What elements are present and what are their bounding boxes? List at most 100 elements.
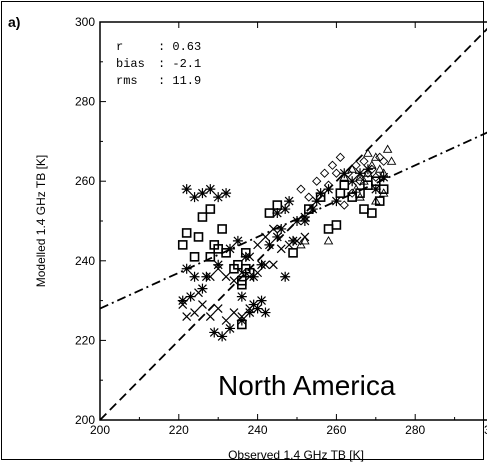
point-square xyxy=(272,200,283,210)
x-tick-label: 260 xyxy=(326,423,346,437)
point-asterisk xyxy=(201,271,212,282)
point-x xyxy=(190,308,199,317)
point-asterisk xyxy=(197,188,208,199)
point-asterisk xyxy=(244,307,255,318)
point-asterisk xyxy=(256,259,267,270)
point-asterisk xyxy=(225,243,236,254)
point-x xyxy=(245,252,255,262)
point-asterisk xyxy=(280,204,291,215)
point-x xyxy=(284,240,294,250)
point-diamond xyxy=(379,156,389,166)
point-x xyxy=(221,272,231,282)
point-x xyxy=(198,300,207,310)
point-asterisk xyxy=(276,223,287,234)
point-asterisk xyxy=(177,295,188,306)
point-diamond xyxy=(363,168,373,178)
point-triangle xyxy=(386,156,397,165)
x-tick-label: 280 xyxy=(405,423,425,437)
point-square xyxy=(264,208,275,218)
point-x xyxy=(245,272,255,282)
point-square xyxy=(189,252,200,262)
point-asterisk xyxy=(181,263,192,274)
x-tick-label: 200 xyxy=(90,423,110,437)
point-triangle xyxy=(378,168,389,177)
point-square xyxy=(193,232,204,242)
stat-name: rms xyxy=(116,74,138,88)
point-asterisk xyxy=(307,204,318,215)
point-square xyxy=(367,208,377,218)
point-diamond xyxy=(296,184,306,194)
point-asterisk xyxy=(213,192,224,203)
region-annotation: North America xyxy=(218,370,396,401)
data-points xyxy=(177,144,397,342)
point-asterisk xyxy=(189,271,200,282)
point-diamond xyxy=(335,152,345,162)
point-triangle xyxy=(374,164,385,173)
point-triangle xyxy=(296,239,306,249)
point-x xyxy=(229,276,239,286)
point-asterisk xyxy=(292,216,302,226)
point-asterisk xyxy=(209,327,220,338)
point-triangle xyxy=(347,164,357,173)
point-diamond xyxy=(312,176,322,186)
point-asterisk xyxy=(221,188,232,199)
y-tick-label: 260 xyxy=(75,174,95,188)
point-x xyxy=(213,304,223,313)
point-square xyxy=(205,204,216,214)
point-x xyxy=(178,300,188,310)
point-asterisk xyxy=(315,188,326,199)
point-asterisk xyxy=(181,184,192,195)
point-asterisk xyxy=(205,184,216,195)
point-diamond xyxy=(351,160,361,170)
point-asterisk xyxy=(370,184,381,195)
point-x xyxy=(237,268,247,278)
point-square xyxy=(217,224,227,234)
point-asterisk xyxy=(240,251,251,262)
point-diamond xyxy=(331,168,342,178)
point-square xyxy=(181,228,192,238)
point-square xyxy=(335,188,346,198)
stat-name: bias xyxy=(116,57,145,71)
point-triangle xyxy=(363,148,373,157)
point-triangle xyxy=(371,152,381,161)
point-diamond xyxy=(339,200,349,210)
point-asterisk xyxy=(213,259,224,270)
point-square xyxy=(374,196,385,206)
point-diamond xyxy=(371,172,381,182)
point-diamond xyxy=(304,192,314,202)
y-tick-label: 280 xyxy=(75,95,95,109)
point-diamond xyxy=(323,180,334,190)
point-triangle xyxy=(359,176,369,185)
point-diamond xyxy=(359,156,369,166)
point-asterisk xyxy=(347,176,358,187)
point-x xyxy=(253,240,263,250)
point-triangle xyxy=(382,144,393,153)
point-x xyxy=(245,304,255,313)
point-asterisk xyxy=(236,315,247,326)
point-x xyxy=(205,272,215,282)
point-diamond xyxy=(319,168,330,178)
point-x xyxy=(268,224,278,234)
point-square xyxy=(205,252,216,262)
point-asterisk xyxy=(256,295,267,306)
point-x xyxy=(261,260,270,270)
y-tick-label: 200 xyxy=(75,413,95,427)
x-axis-title: Observed 1.4 GHz TB [K] xyxy=(228,448,364,462)
point-asterisk xyxy=(331,196,342,207)
point-asterisk xyxy=(264,239,275,250)
point-x xyxy=(229,308,239,317)
point-x xyxy=(268,260,278,270)
point-triangle xyxy=(300,235,310,245)
regression-line xyxy=(99,131,487,310)
stat-name: r xyxy=(116,40,123,54)
stat-value: : 0.63 xyxy=(158,40,201,54)
point-x xyxy=(261,232,270,242)
point-triangle xyxy=(367,160,377,169)
point-asterisk xyxy=(284,196,295,207)
point-square xyxy=(197,212,208,222)
point-x xyxy=(237,312,247,321)
